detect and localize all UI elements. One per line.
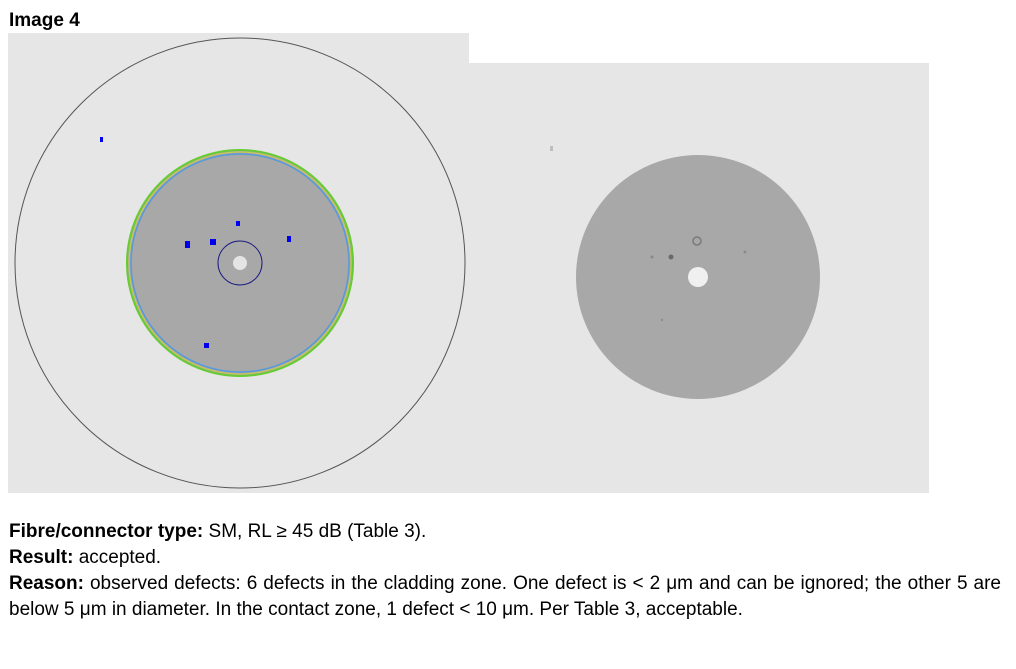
defect-marker	[204, 343, 209, 348]
defect-spot	[660, 318, 664, 322]
cladding-zone-outer-yellow	[128, 151, 352, 375]
reason-label: Reason:	[9, 573, 84, 594]
defect-marker	[236, 221, 240, 226]
reason-line: Reason: observed defects: 6 defects in t…	[9, 571, 1001, 623]
defect-spot	[692, 236, 702, 246]
connector-type-value: SM, RL ≥ 45 dB (Table 3).	[208, 521, 427, 542]
connector-type-label: Fibre/connector type:	[9, 521, 204, 542]
result-label: Result:	[9, 547, 74, 568]
defect-marker	[287, 236, 291, 242]
connector-type-line: Fibre/connector type: SM, RL ≥ 45 dB (Ta…	[9, 519, 1001, 545]
defect-spot	[668, 254, 674, 260]
defect-marker	[185, 241, 190, 248]
core-zone-ring	[217, 240, 263, 286]
cladding-zone-outer-blue	[130, 153, 350, 373]
result-line: Result: accepted.	[9, 545, 1001, 571]
image-heading: Image 4	[9, 10, 80, 31]
inspection-caption: Fibre/connector type: SM, RL ≥ 45 dB (Ta…	[9, 519, 1001, 623]
defect-marker	[210, 239, 216, 245]
contact-zone-boundary	[14, 37, 466, 489]
defect-marker	[100, 137, 103, 142]
fibre-core	[233, 256, 247, 270]
defect-spot	[743, 250, 747, 254]
defect-spot	[650, 255, 654, 259]
fibre-core	[688, 267, 708, 287]
reason-value: observed defects: 6 defects in the cladd…	[9, 573, 1001, 620]
dust-speck	[550, 146, 553, 151]
result-value: accepted.	[78, 547, 162, 568]
raw-endface	[550, 146, 820, 399]
annotated-endface	[14, 37, 466, 489]
